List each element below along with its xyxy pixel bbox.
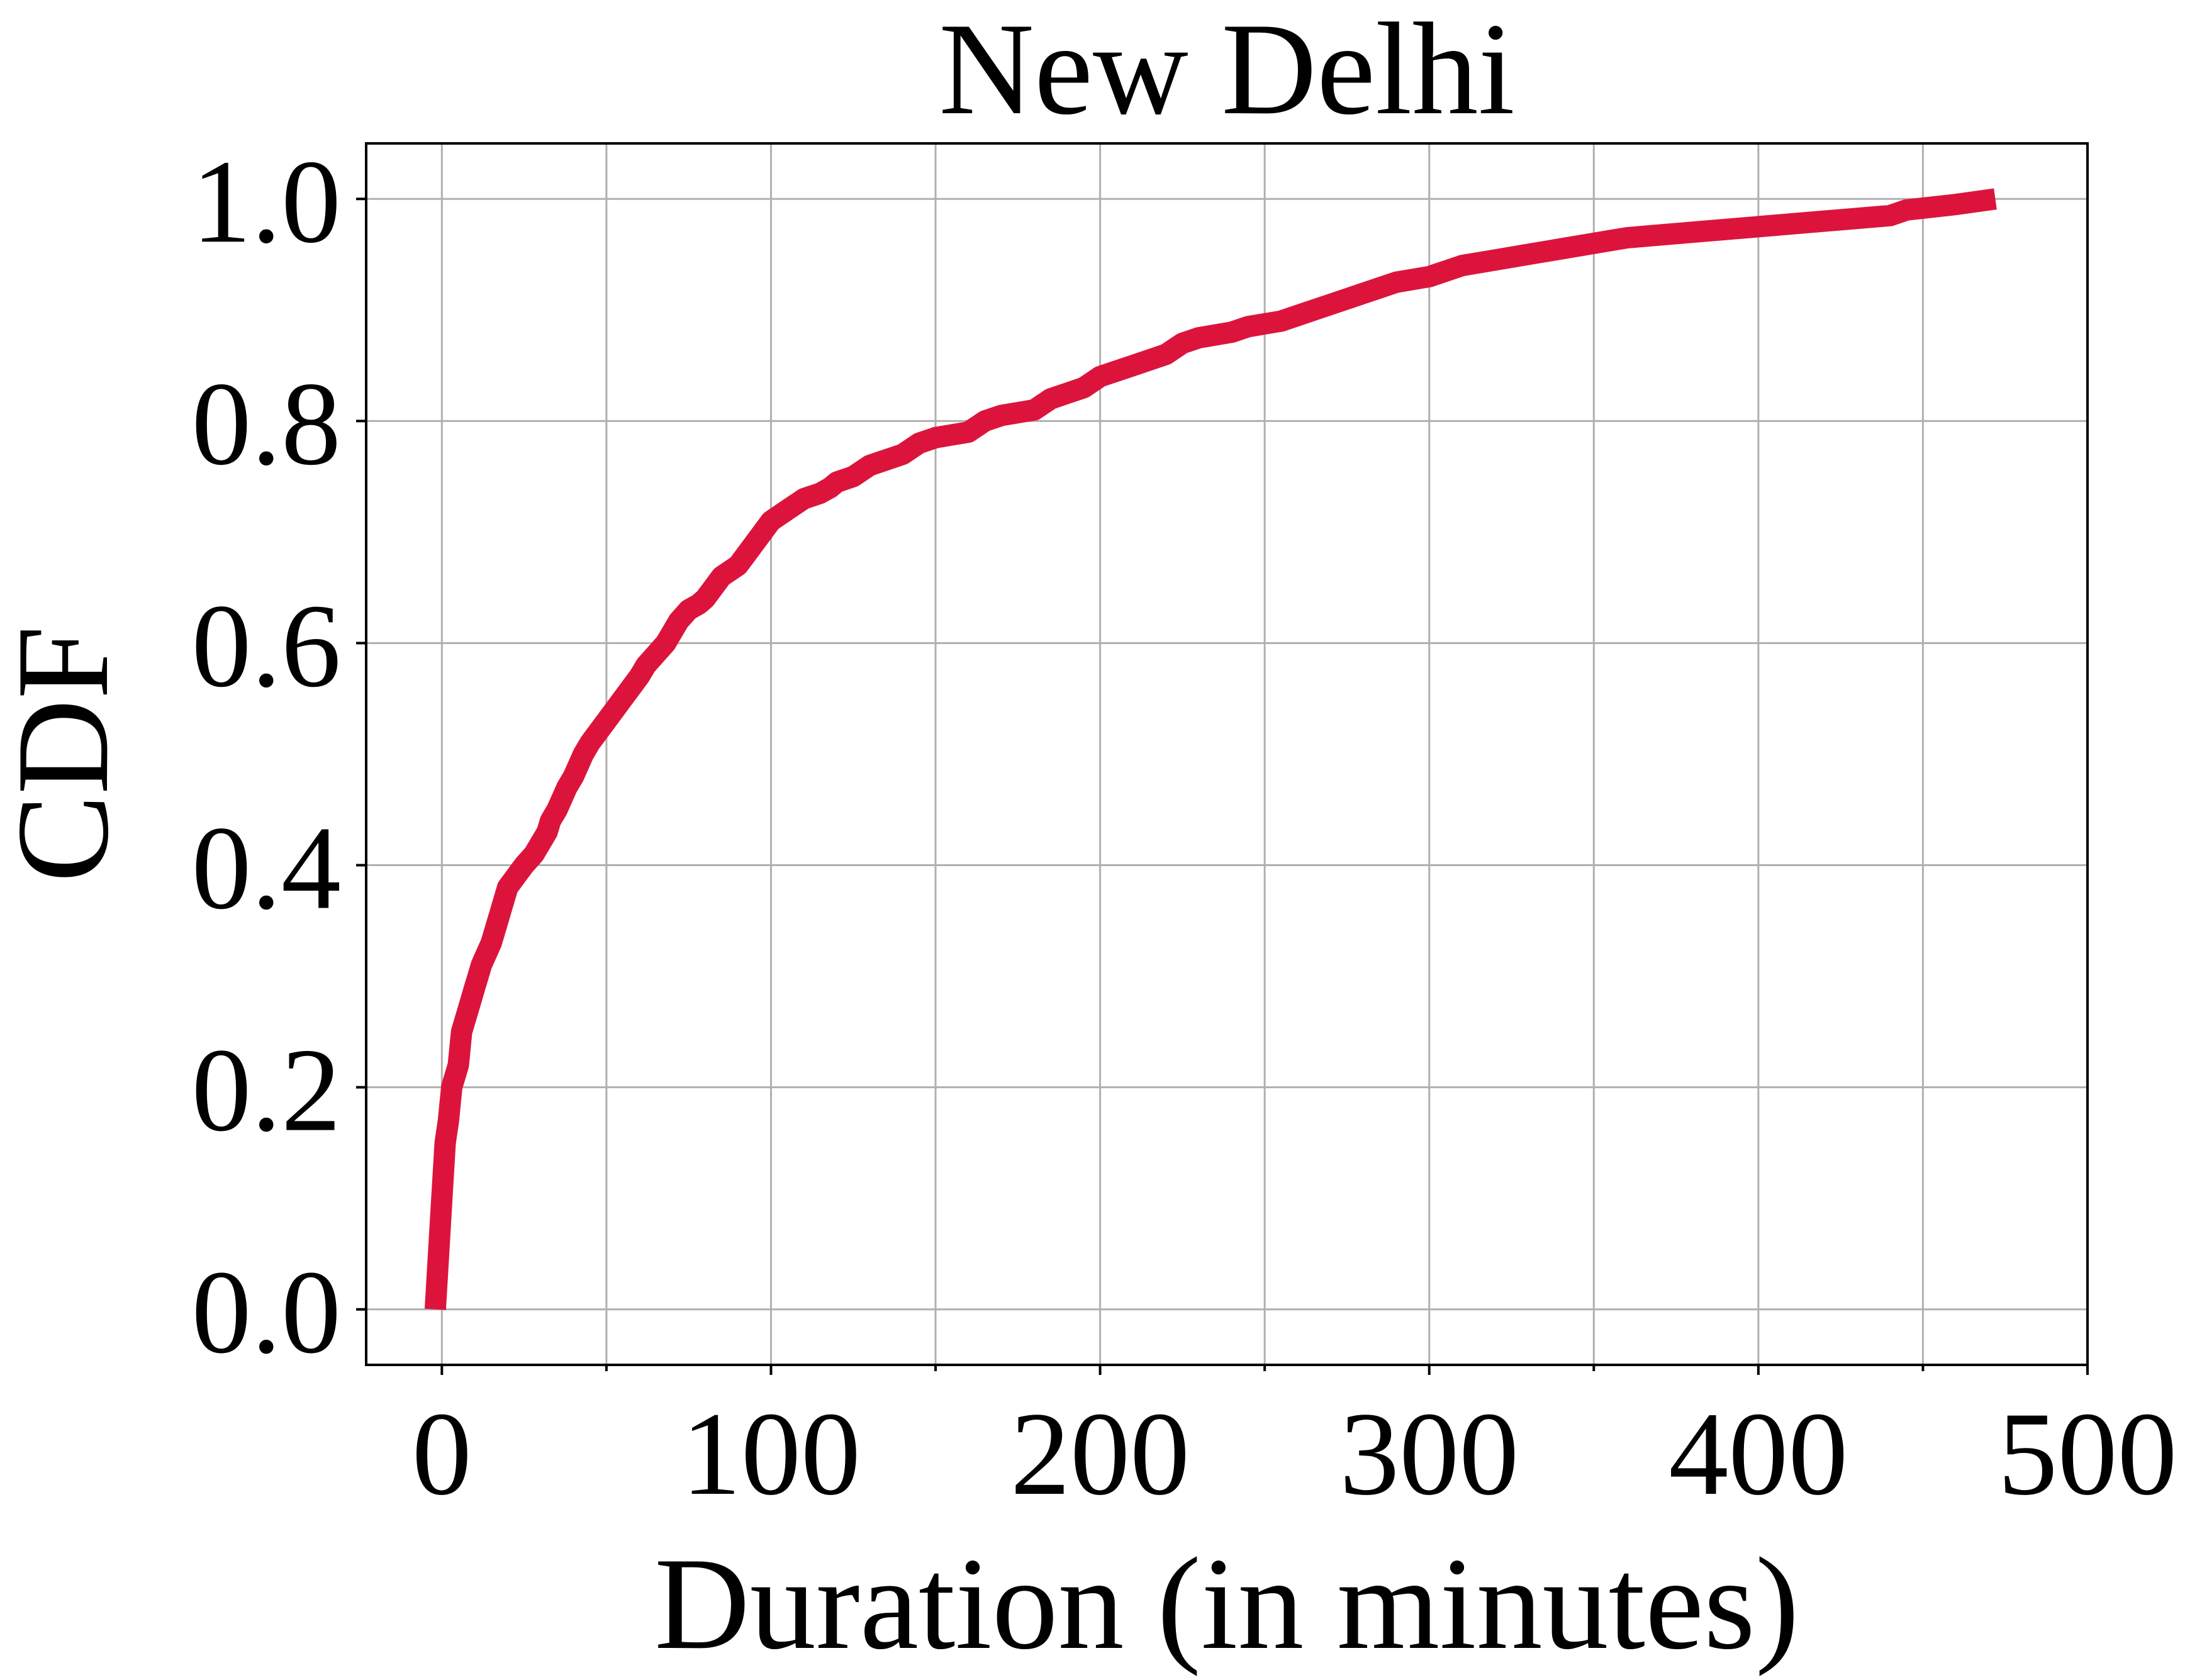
y-tick-label: 0.8 bbox=[192, 358, 342, 490]
x-tick-label: 0 bbox=[412, 1388, 472, 1520]
y-tick-label: 0.0 bbox=[192, 1247, 342, 1379]
x-tick-label: 100 bbox=[681, 1388, 861, 1520]
y-tick-label: 1.0 bbox=[192, 136, 342, 268]
y-tick-label: 0.2 bbox=[192, 1025, 342, 1157]
y-tick-label: 0.4 bbox=[192, 803, 342, 935]
cdf-series-line bbox=[424, 188, 1997, 1310]
x-tick-label: 200 bbox=[1010, 1388, 1190, 1520]
y-axis-label: CDF bbox=[0, 626, 136, 883]
x-axis-label: Duration (in minutes) bbox=[654, 1531, 1799, 1677]
y-tick-label: 0.6 bbox=[192, 580, 342, 712]
x-tick-label: 500 bbox=[1998, 1388, 2177, 1520]
x-tick-label: 400 bbox=[1668, 1388, 1848, 1520]
ticks: 0 100 200 300 400 500 0.0 0.2 0.4 0.6 0.8 1.0 bbox=[192, 136, 2177, 1520]
series-layer bbox=[424, 188, 1997, 1310]
chart-title: New Delhi bbox=[939, 0, 1515, 142]
x-tick-label: 300 bbox=[1339, 1388, 1519, 1520]
plot-frame bbox=[365, 142, 2089, 1366]
